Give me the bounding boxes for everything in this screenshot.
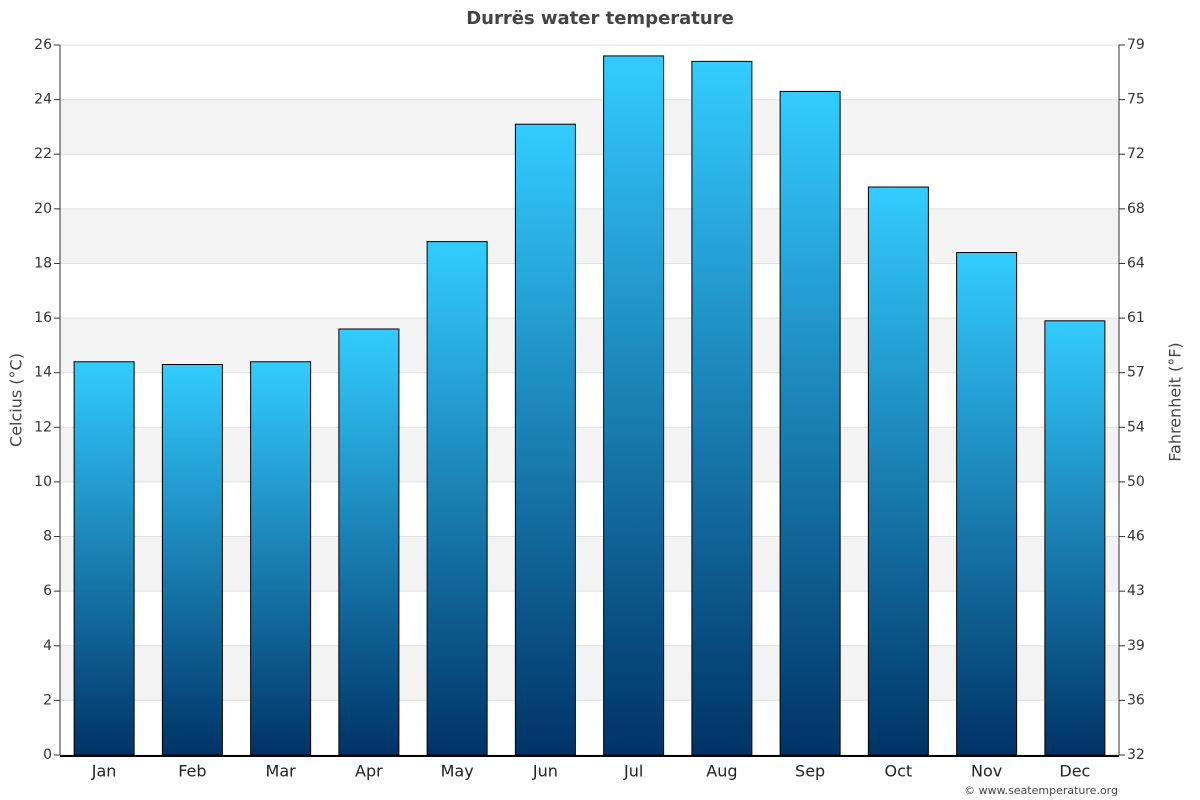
x-tick-label: Jan — [91, 762, 117, 781]
y-tick-label: 4 — [43, 638, 52, 654]
y2-tick-label: 39 — [1127, 638, 1145, 654]
y-tick-label: 2 — [43, 692, 52, 708]
y-tick-label: 22 — [34, 146, 52, 162]
background-band — [60, 208, 1119, 264]
y-tick-label: 0 — [43, 747, 52, 763]
y-tick-label: 20 — [34, 201, 52, 217]
y2-tick-label: 32 — [1127, 747, 1145, 763]
x-tick-label: Mar — [266, 762, 297, 781]
y-tick-label: 8 — [43, 529, 52, 545]
y2-tick-label: 72 — [1127, 146, 1145, 162]
y2-tick-label: 79 — [1127, 37, 1145, 53]
y-tick-label: 18 — [34, 255, 52, 271]
background-band — [60, 536, 1119, 592]
bar — [779, 90, 841, 756]
x-tick-label: Aug — [706, 762, 737, 781]
x-tick-label: Jun — [532, 762, 558, 781]
x-tick-label: Jul — [623, 762, 643, 781]
bar — [514, 123, 576, 756]
y-tick-label: 6 — [43, 583, 52, 599]
y2-tick-label: 36 — [1127, 692, 1145, 708]
bar — [338, 328, 400, 756]
y2-tick-label: 68 — [1127, 201, 1145, 217]
bar — [603, 55, 665, 756]
bar — [73, 361, 135, 756]
source: © www.seatemperature.org — [964, 784, 1118, 797]
y-tick-label: 26 — [34, 37, 52, 53]
bar — [867, 186, 929, 756]
x-tick-label: Apr — [355, 762, 383, 781]
bar — [426, 241, 488, 756]
x-tick-label: Sep — [795, 762, 825, 781]
y-axis-title: Celcius (°C) — [7, 353, 26, 447]
x-tick-label: Feb — [178, 762, 206, 781]
chart-title: Durrës water temperature — [466, 8, 734, 29]
bar — [161, 364, 223, 756]
bar — [956, 252, 1018, 756]
x-tick-label: May — [441, 762, 474, 781]
x-tick-label: Dec — [1059, 762, 1090, 781]
background-band — [60, 318, 1119, 373]
background-band — [60, 645, 1119, 701]
y2-tick-label: 61 — [1127, 310, 1145, 326]
y-tick-label: 24 — [34, 92, 52, 108]
y2-tick-label: 57 — [1127, 365, 1145, 381]
y2-tick-label: 64 — [1127, 255, 1145, 271]
y2-tick-label: 43 — [1127, 583, 1145, 599]
background-band — [60, 427, 1119, 482]
y-tick-label: 14 — [34, 365, 52, 381]
bar — [1044, 320, 1106, 756]
y-tick-label: 12 — [34, 419, 52, 435]
bar — [691, 60, 753, 756]
y2-tick-label: 54 — [1127, 419, 1145, 435]
x-tick-label: Nov — [971, 762, 1002, 781]
y2-tick-label: 50 — [1127, 474, 1145, 490]
y2-axis-title: Fahrenheit (°F) — [1166, 342, 1185, 461]
y-tick-label: 16 — [34, 310, 52, 326]
x-tick-label: Oct — [885, 762, 913, 781]
background-band — [60, 99, 1119, 155]
bar — [250, 361, 312, 756]
y2-tick-label: 46 — [1127, 529, 1145, 545]
y-tick-label: 10 — [34, 474, 52, 490]
y2-tick-label: 75 — [1127, 92, 1145, 108]
